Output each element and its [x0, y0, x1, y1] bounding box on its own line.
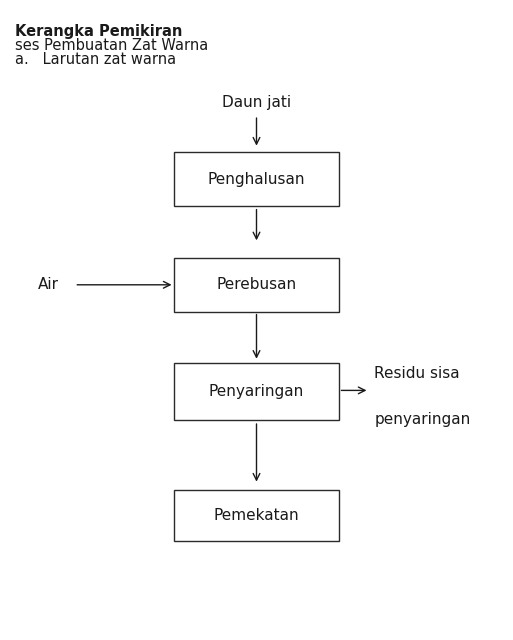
Text: Daun jati: Daun jati: [222, 95, 291, 110]
Bar: [174, 363, 339, 420]
Text: Kerangka Pemikiran: Kerangka Pemikiran: [15, 24, 183, 39]
Text: Penghalusan: Penghalusan: [208, 172, 305, 187]
Text: penyaringan: penyaringan: [374, 412, 471, 426]
Text: Pemekatan: Pemekatan: [214, 508, 299, 523]
Text: Penyaringan: Penyaringan: [209, 384, 304, 399]
Bar: [174, 490, 339, 541]
Text: Air: Air: [38, 277, 59, 292]
Text: ses Pembuatan Zat Warna: ses Pembuatan Zat Warna: [15, 38, 209, 53]
Text: Perebusan: Perebusan: [216, 277, 297, 292]
Bar: [174, 152, 339, 206]
Text: Residu sisa: Residu sisa: [374, 366, 460, 381]
Bar: [174, 257, 339, 312]
Text: a.   Larutan zat warna: a. Larutan zat warna: [15, 52, 176, 67]
